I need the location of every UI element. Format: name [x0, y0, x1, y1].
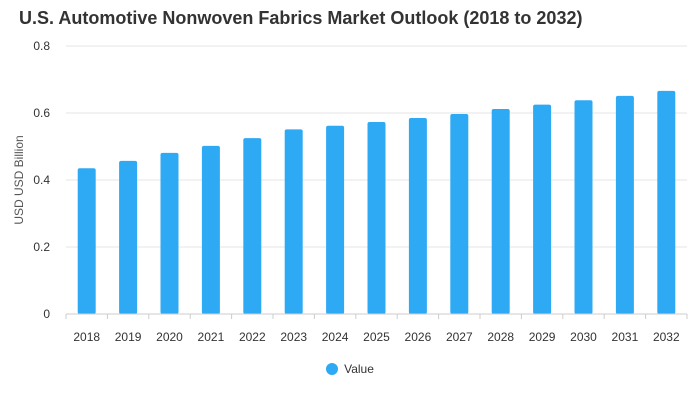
y-tick-label: 0.2 — [33, 240, 50, 254]
y-tick-label: 0.8 — [33, 39, 50, 53]
x-tick-label: 2023 — [280, 330, 307, 344]
x-tick-label: 2027 — [446, 330, 473, 344]
bar[interactable] — [77, 168, 96, 314]
x-tick-label: 2031 — [612, 330, 639, 344]
bar[interactable] — [367, 122, 386, 314]
bar[interactable] — [119, 160, 138, 314]
bar[interactable] — [243, 138, 262, 314]
x-tick-label: 2020 — [156, 330, 183, 344]
bar[interactable] — [615, 95, 634, 314]
x-tick-label: 2026 — [405, 330, 432, 344]
x-tick-label: 2022 — [239, 330, 266, 344]
bar[interactable] — [326, 125, 345, 314]
x-tick-label: 2024 — [322, 330, 349, 344]
bar[interactable] — [201, 145, 220, 314]
legend-item-value[interactable]: Value — [326, 362, 374, 376]
y-axis-label: USD USD Billion — [12, 135, 26, 224]
bar[interactable] — [408, 118, 427, 315]
bar[interactable] — [533, 104, 552, 314]
tick-labels: 0 0.2 0.4 0.6 0.8 2018 2019 2020 2021 2022 2023 202… — [12, 39, 680, 344]
bar[interactable] — [657, 90, 676, 314]
chart-title: U.S. Automotive Nonwoven Fabrics Market … — [19, 8, 583, 28]
x-tick-label: 2025 — [363, 330, 390, 344]
legend-swatch-icon — [326, 363, 339, 375]
bars — [77, 90, 676, 315]
legend-label: Value — [344, 362, 374, 376]
x-tick-label: 2032 — [653, 330, 680, 344]
x-tick-label: 2021 — [198, 330, 225, 344]
bar[interactable] — [160, 152, 179, 314]
axes — [65, 313, 688, 319]
x-tick-label: 2029 — [529, 330, 556, 344]
y-tick-label: 0.4 — [33, 173, 50, 187]
y-tick-label: 0.6 — [33, 106, 50, 120]
y-tick-label: 0 — [43, 307, 50, 321]
x-tick-label: 2019 — [115, 330, 142, 344]
legend: Value — [0, 362, 700, 378]
x-tick-label: 2030 — [570, 330, 597, 344]
x-tick-label: 2018 — [73, 330, 100, 344]
x-tick-label: 2028 — [487, 330, 514, 344]
bar[interactable] — [450, 114, 469, 314]
bar[interactable] — [284, 129, 303, 314]
bar[interactable] — [574, 100, 593, 315]
bar[interactable] — [491, 108, 510, 314]
